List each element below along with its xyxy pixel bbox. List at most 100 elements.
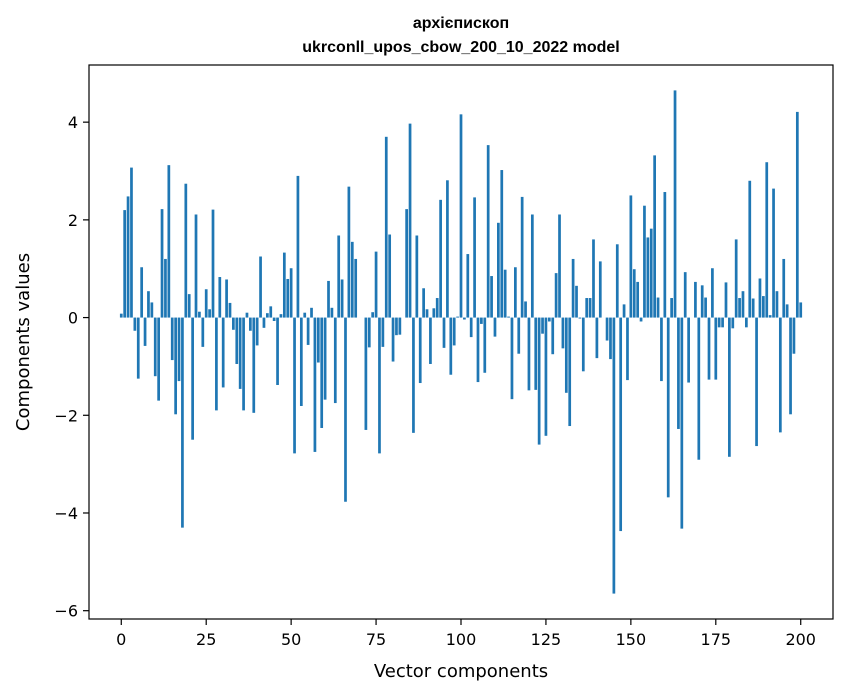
bar-component-156: [649, 228, 653, 318]
bar-component-98: [452, 317, 456, 346]
bar-component-134: [575, 285, 578, 318]
bar-component-61: [327, 280, 330, 318]
bar-component-48: [282, 252, 286, 318]
bar-component-115: [510, 317, 514, 400]
bar-component-55: [306, 317, 310, 345]
bar-component-132: [568, 317, 572, 427]
bar-component-50: [289, 268, 293, 318]
bar-component-129: [558, 214, 561, 318]
bar-component-101: [463, 317, 466, 320]
bar-component-102: [466, 254, 470, 318]
bar-component-73: [367, 317, 371, 348]
bar-component-27: [211, 209, 215, 318]
bar-component-91: [429, 317, 432, 364]
bar-component-20: [187, 294, 191, 318]
bar-component-104: [473, 197, 476, 318]
bar-component-77: [381, 317, 385, 347]
bar-component-38: [249, 317, 252, 331]
bar-component-146: [615, 244, 619, 318]
bar-component-57: [313, 317, 317, 452]
bar-component-135: [578, 317, 582, 319]
x-tick-label: 175: [701, 630, 732, 649]
bar-component-89: [422, 288, 425, 318]
bar-component-122: [534, 317, 538, 390]
bar-component-113: [503, 269, 507, 318]
bar-component-170: [697, 317, 701, 460]
bar-component-44: [269, 306, 273, 318]
bar-component-130: [561, 317, 565, 349]
bar-component-196: [785, 304, 789, 318]
bar-component-74: [371, 312, 375, 318]
bar-component-151: [632, 269, 636, 318]
bar-component-5: [136, 317, 140, 379]
bar-component-90: [425, 309, 429, 318]
bar-component-36: [242, 317, 245, 411]
bar-component-183: [741, 291, 745, 318]
bar-component-171: [700, 285, 704, 318]
x-tick-label: 25: [196, 630, 216, 649]
x-axis-label: Vector components: [374, 661, 548, 682]
bar-component-79: [388, 234, 392, 318]
bar-component-137: [585, 298, 589, 318]
bar-component-19: [184, 183, 188, 318]
bar-component-110: [493, 317, 497, 337]
bar-component-143: [605, 317, 609, 341]
bar-component-181: [734, 239, 738, 318]
bar-component-187: [755, 317, 758, 447]
x-axis-ticks: 0 25 50 75 100 125 150 175 200: [116, 619, 816, 649]
bar-component-31: [225, 279, 228, 318]
bar-component-41: [259, 256, 262, 318]
bar-component-10: [153, 317, 157, 377]
bar-component-185: [748, 180, 752, 318]
bar-component-100: [459, 114, 463, 318]
bar-component-0: [119, 313, 123, 318]
bar-component-155: [646, 237, 650, 318]
bar-component-150: [629, 195, 633, 318]
bar-component-179: [728, 317, 731, 457]
bar-component-107: [483, 317, 487, 373]
bar-component-167: [687, 317, 690, 383]
bar-component-160: [663, 192, 667, 318]
bar-component-75: [374, 251, 378, 318]
bar-component-8: [147, 291, 150, 318]
bar-component-23: [198, 311, 201, 318]
bar-component-128: [554, 273, 558, 318]
bar-component-92: [432, 308, 436, 318]
bar-component-64: [337, 235, 341, 318]
bar-component-125: [544, 317, 548, 436]
bar-component-127: [551, 317, 555, 355]
bar-component-141: [598, 261, 602, 318]
bar-component-69: [354, 258, 358, 318]
bars-group: [119, 90, 803, 594]
x-tick-label: 0: [116, 630, 126, 649]
bar-component-139: [592, 239, 595, 318]
bar-component-174: [711, 268, 714, 318]
bar-component-199: [795, 111, 799, 318]
bar-component-7: [143, 317, 147, 346]
bar-component-52: [296, 175, 300, 318]
bar-component-28: [215, 317, 218, 411]
bar-component-178: [724, 282, 728, 318]
bar-component-200: [799, 302, 803, 318]
bar-component-82: [398, 317, 402, 335]
bar-component-30: [221, 317, 225, 388]
x-tick-label: 75: [366, 630, 386, 649]
bar-component-144: [609, 317, 612, 360]
bar-component-15: [170, 317, 174, 361]
x-tick-label: 50: [281, 630, 301, 649]
y-tick-label: −2: [54, 406, 78, 425]
bar-component-58: [316, 317, 320, 363]
bar-component-78: [384, 136, 388, 318]
bar-component-198: [792, 317, 796, 354]
bar-component-112: [500, 170, 504, 318]
bar-component-133: [571, 258, 575, 318]
bar-component-84: [405, 209, 408, 318]
bar-component-165: [680, 317, 684, 529]
bar-component-189: [762, 296, 765, 318]
bar-component-197: [789, 317, 792, 415]
bar-component-136: [581, 317, 585, 372]
bar-component-158: [656, 297, 660, 318]
bar-component-172: [704, 297, 707, 318]
bar-component-6: [140, 267, 144, 318]
bar-component-106: [480, 317, 483, 324]
